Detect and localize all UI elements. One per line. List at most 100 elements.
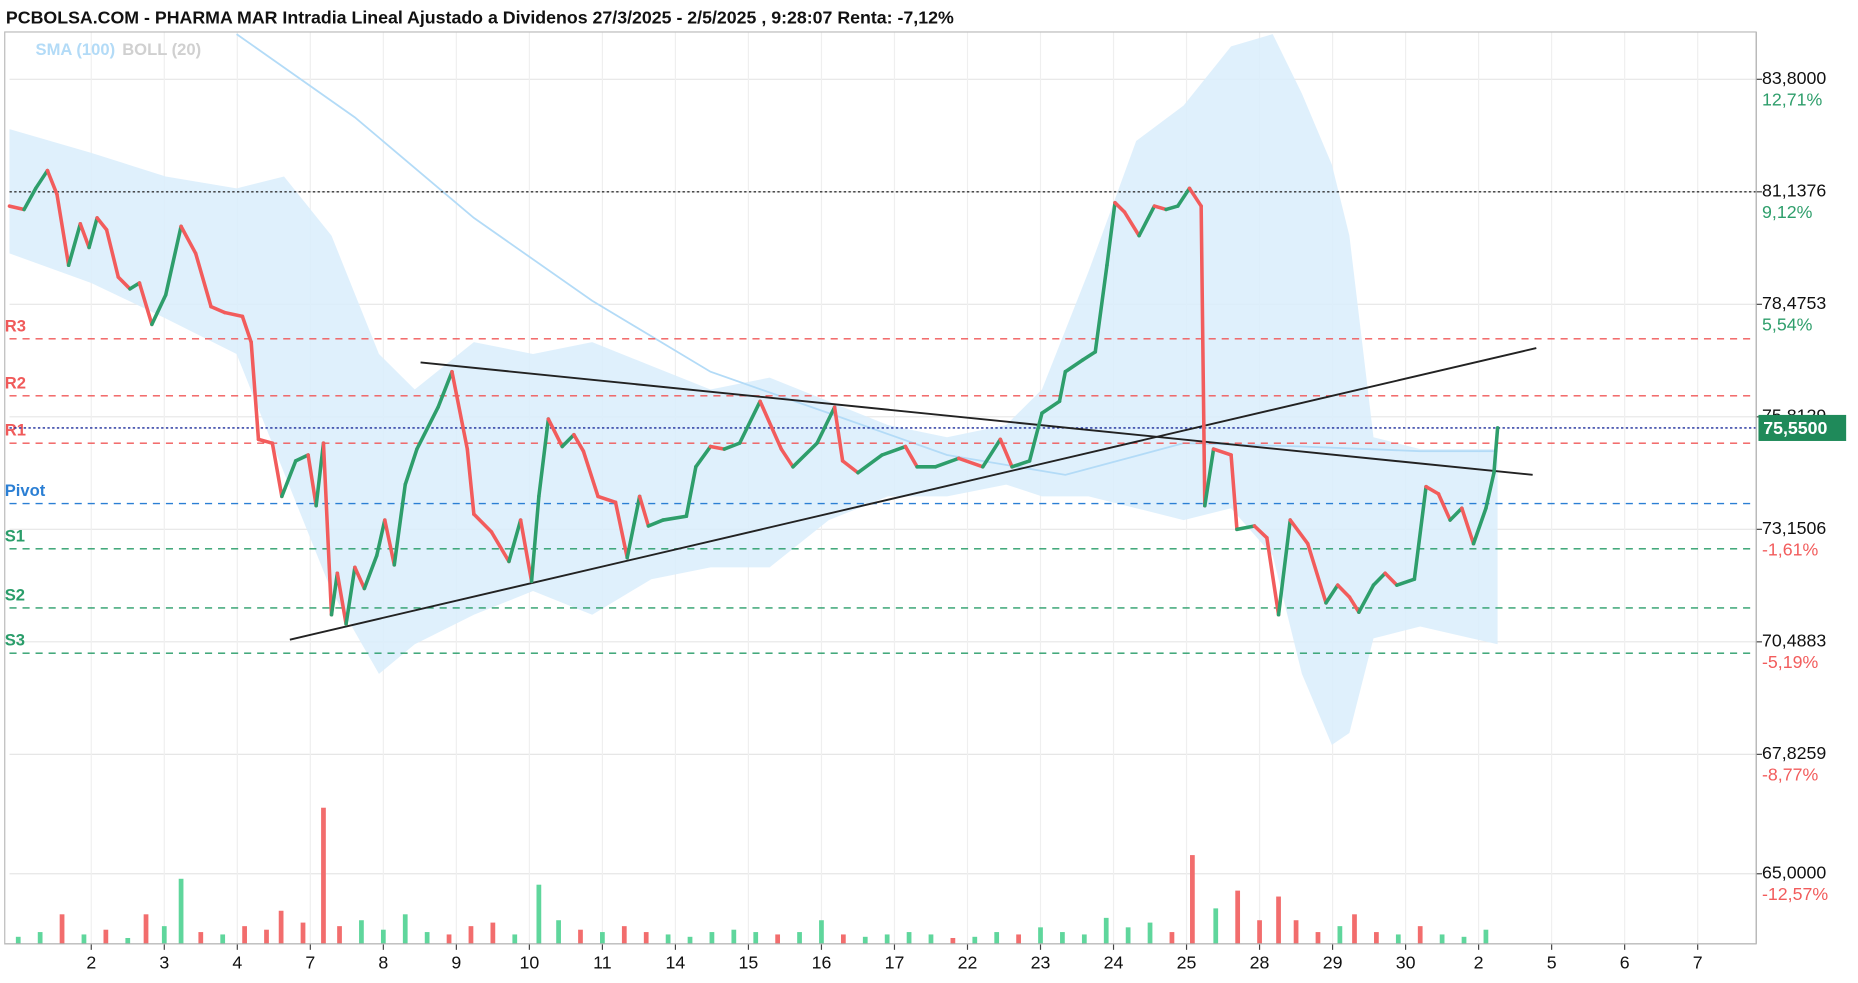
x-tick-label: 2 bbox=[86, 953, 96, 973]
volume-bar bbox=[600, 932, 605, 944]
x-tick-label: 3 bbox=[159, 953, 169, 973]
price-segment bbox=[1252, 524, 1269, 540]
price-segment bbox=[306, 453, 318, 508]
volume-bar bbox=[242, 926, 247, 944]
price-segment bbox=[933, 456, 961, 469]
price-segment bbox=[646, 518, 665, 528]
price-segment bbox=[1203, 447, 1216, 508]
price-segment bbox=[1235, 524, 1257, 532]
price-segment bbox=[572, 432, 586, 453]
frame bbox=[4, 31, 1757, 945]
volume-bar bbox=[1352, 914, 1357, 944]
price-segment bbox=[403, 447, 419, 487]
y-tick-change: 12,71% bbox=[1762, 89, 1822, 109]
x-tick-label: 7 bbox=[305, 953, 315, 973]
price-segment bbox=[392, 482, 408, 567]
price-segment bbox=[1057, 369, 1068, 404]
price-segment bbox=[832, 405, 845, 463]
price-segment bbox=[981, 437, 1003, 469]
price-segment bbox=[1276, 518, 1293, 617]
volume-bar bbox=[264, 929, 269, 944]
volume-bar bbox=[1417, 926, 1423, 944]
pivot-label: Pivot bbox=[5, 481, 46, 500]
price-segment bbox=[163, 224, 183, 297]
price-segment bbox=[1471, 506, 1488, 546]
price-segment bbox=[450, 369, 470, 451]
x-tick-label: 2 bbox=[1474, 953, 1484, 973]
volume-bar bbox=[143, 914, 149, 944]
volume-bar bbox=[161, 926, 167, 944]
price-segment bbox=[637, 494, 651, 528]
price-segment bbox=[546, 417, 565, 449]
volume-bar bbox=[950, 937, 956, 944]
volume-bar bbox=[1081, 934, 1087, 944]
price-segment bbox=[1040, 399, 1062, 415]
price-segment bbox=[1113, 200, 1127, 214]
volume-bar bbox=[1374, 932, 1379, 944]
price-segment bbox=[95, 216, 109, 232]
x-tick-label: 6 bbox=[1620, 953, 1630, 973]
y-tick-label: 78,4753 bbox=[1762, 293, 1826, 313]
price-segment bbox=[104, 227, 121, 279]
price-segment bbox=[179, 224, 198, 256]
price-segment bbox=[1335, 583, 1352, 599]
volume bbox=[15, 807, 1489, 944]
price-segment bbox=[1122, 210, 1141, 238]
volume-bar bbox=[321, 807, 326, 944]
price-segment bbox=[1357, 583, 1376, 614]
price-segment bbox=[489, 530, 511, 564]
trendlines bbox=[289, 347, 1537, 641]
sma-line bbox=[236, 33, 1498, 476]
volume-bar bbox=[359, 920, 364, 944]
volume-bar bbox=[198, 932, 204, 944]
price-segment bbox=[256, 437, 275, 445]
price-segment bbox=[537, 417, 551, 499]
volume-bar bbox=[994, 932, 1000, 944]
last-price-label: 75,5500 bbox=[1763, 418, 1827, 438]
volume-bar bbox=[556, 920, 561, 944]
price-segment bbox=[87, 216, 99, 250]
volume-bar bbox=[840, 934, 846, 944]
volume-bar bbox=[1461, 936, 1467, 944]
volume-bar bbox=[402, 914, 408, 944]
trendline bbox=[289, 347, 1537, 641]
volume-bar bbox=[125, 937, 131, 944]
volume-bar bbox=[103, 929, 109, 944]
last-price-box bbox=[1758, 414, 1847, 441]
price-segment bbox=[335, 571, 348, 626]
price-segment bbox=[321, 441, 334, 617]
x-tick-label: 24 bbox=[1104, 953, 1124, 973]
price-segment bbox=[737, 399, 762, 445]
y-tick-label: 83,8000 bbox=[1762, 68, 1826, 88]
price-segment bbox=[1265, 536, 1281, 617]
price-segment bbox=[66, 222, 83, 268]
x-tick-label: 28 bbox=[1250, 953, 1270, 973]
volume-bar bbox=[468, 926, 474, 944]
volume-bar bbox=[380, 929, 386, 944]
price-segment bbox=[1324, 583, 1340, 605]
price-segment bbox=[1492, 426, 1500, 475]
price-segment bbox=[1010, 459, 1032, 469]
price-line bbox=[7, 168, 1500, 626]
volume-bar bbox=[1125, 927, 1131, 944]
y-tick-change: 9,12% bbox=[1762, 202, 1813, 222]
price-segment bbox=[33, 168, 50, 191]
volume-bar bbox=[337, 926, 342, 944]
price-segment bbox=[998, 437, 1014, 469]
price-segment bbox=[1081, 350, 1098, 362]
price-segment bbox=[353, 565, 367, 591]
price-segment bbox=[128, 281, 142, 291]
volume-bar bbox=[512, 934, 518, 944]
price-segment bbox=[329, 571, 340, 617]
price-segment bbox=[1460, 506, 1476, 546]
chart-title: PCBOLSA.COM - PHARMA MAR Intradia Lineal… bbox=[6, 8, 954, 28]
volume-bar bbox=[15, 936, 21, 944]
pivot-label: R3 bbox=[5, 316, 26, 335]
x-tick-label: 10 bbox=[519, 953, 539, 973]
price-segment bbox=[661, 514, 689, 522]
price-segment bbox=[1424, 484, 1441, 496]
y-tick-change: -1,61% bbox=[1762, 539, 1818, 559]
volume-bar bbox=[928, 934, 934, 944]
price-segment bbox=[55, 192, 71, 268]
